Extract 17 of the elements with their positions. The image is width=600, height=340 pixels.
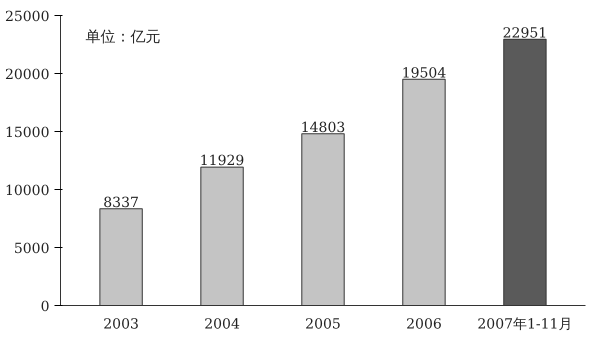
y-tick-label: 0 xyxy=(40,299,50,315)
y-tick-label: 25000 xyxy=(4,9,50,25)
x-tick-label: 2004 xyxy=(204,316,240,332)
data-label: 19504 xyxy=(402,65,446,82)
y-tick-label: 10000 xyxy=(4,183,50,199)
x-tick-label: 2005 xyxy=(305,316,341,332)
annotation: 单位：亿元 xyxy=(86,28,160,46)
y-tick-label: 15000 xyxy=(4,125,50,141)
y-tick-label: 20000 xyxy=(4,67,50,83)
data-label: 8337 xyxy=(103,194,139,211)
y-tick-label: 5000 xyxy=(14,241,50,257)
x-tick-label: 2007年1-11月 xyxy=(477,316,572,332)
x-tick-label: 2006 xyxy=(406,316,442,332)
data-label: 14803 xyxy=(300,120,346,136)
data-label: 11929 xyxy=(200,153,244,170)
x-tick-label: 2003 xyxy=(103,316,139,332)
data-label: 22951 xyxy=(502,25,548,42)
